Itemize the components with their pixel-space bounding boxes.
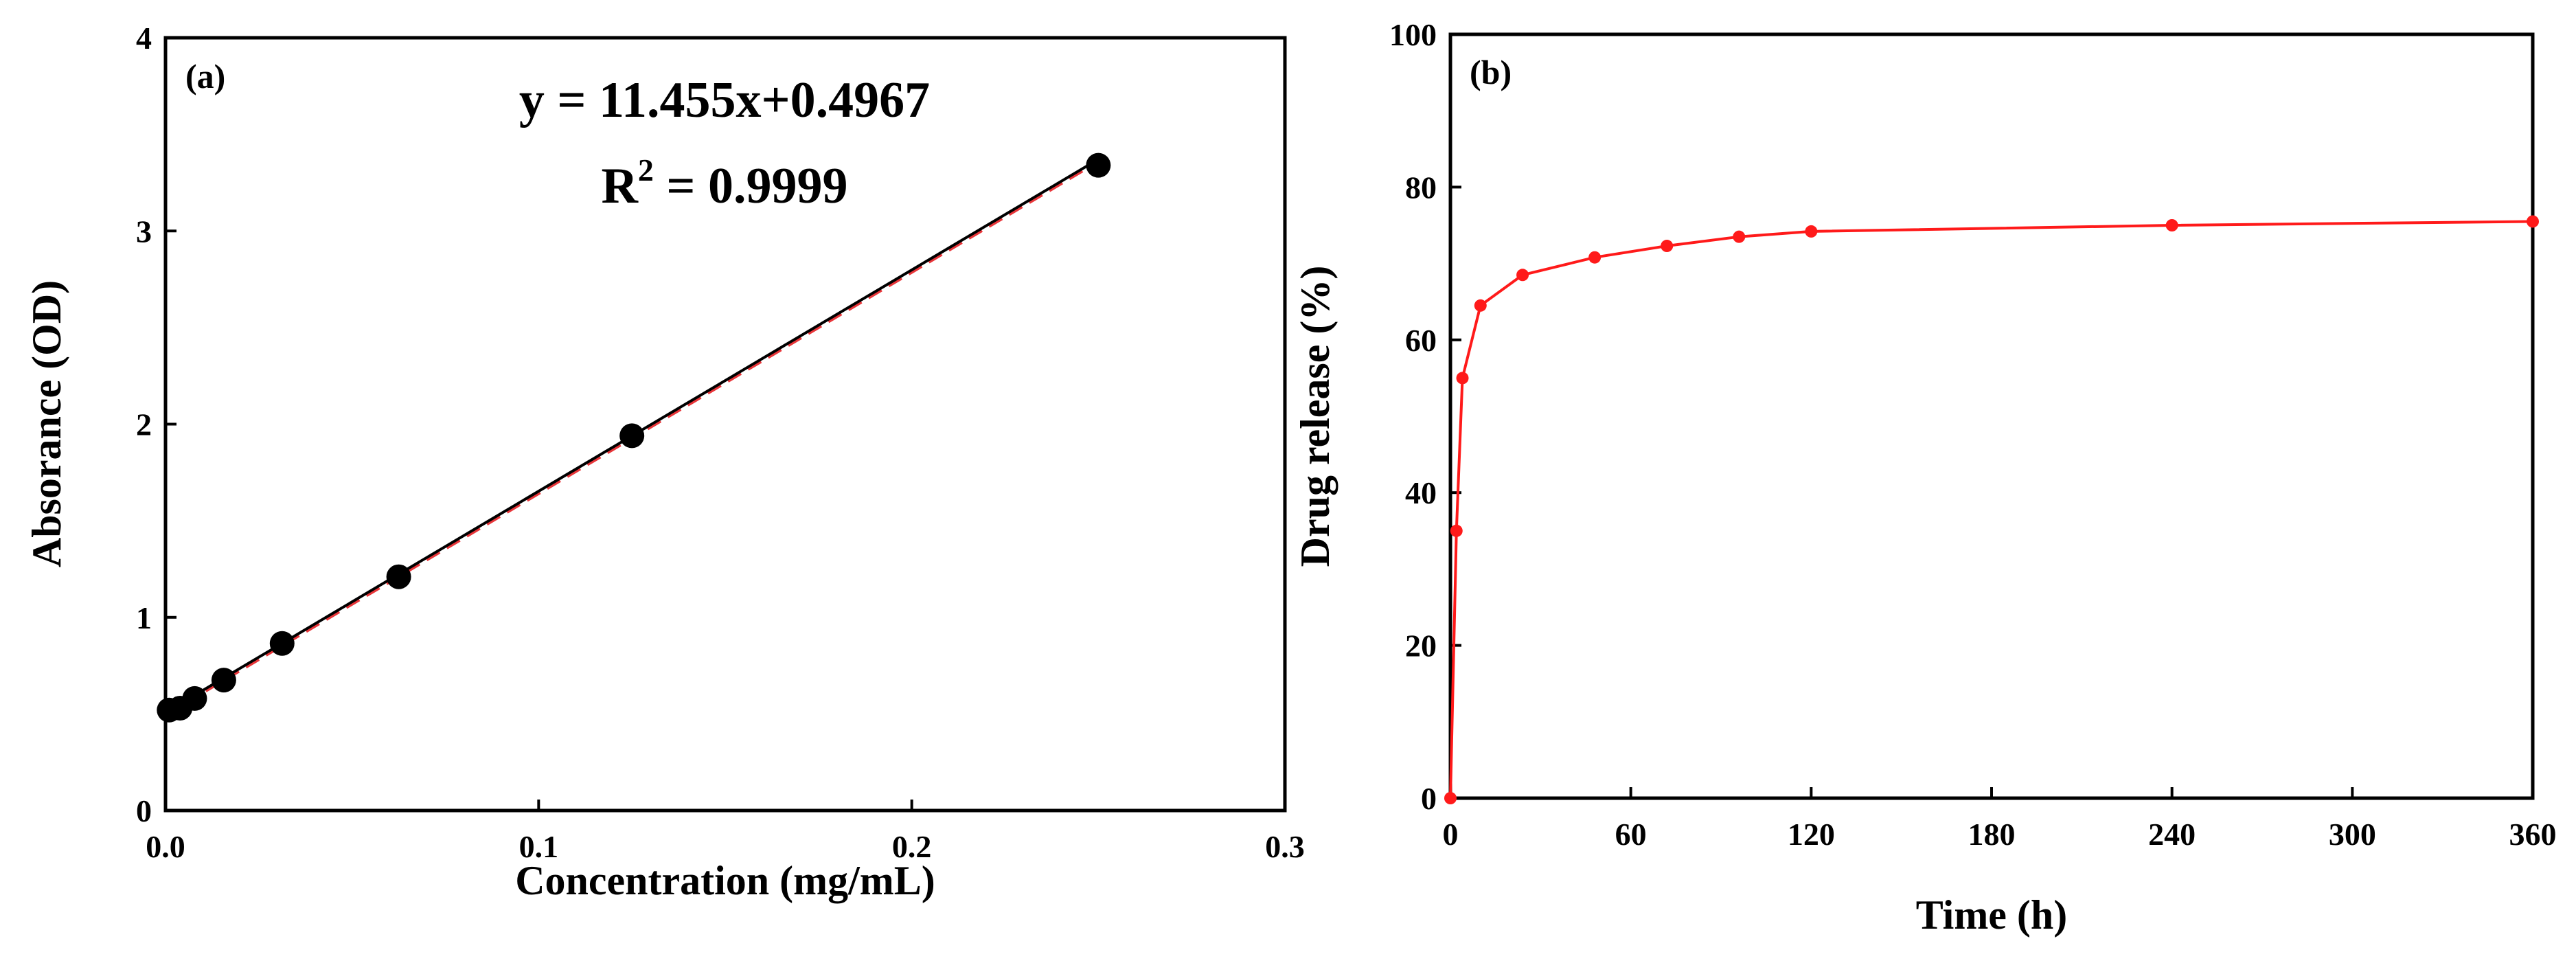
- y-tick-label: 4: [136, 21, 152, 56]
- x-tick-label: 300: [2329, 817, 2376, 852]
- data-point: [1456, 372, 1469, 385]
- panel-a-frame: [163, 36, 1287, 813]
- data-point: [1516, 269, 1529, 282]
- y-tick-label: 0: [136, 793, 152, 828]
- x-tick-label: 0.2: [892, 829, 932, 864]
- panel-a: 0.0 0.1 0.2 0.3 0 1 2 3 4 (a) y = 11.455x+0.4967…: [24, 21, 1305, 903]
- data-point: [1474, 299, 1487, 312]
- x-tick-label: 0.0: [146, 829, 185, 864]
- data-point: [1805, 225, 1818, 238]
- data-point: [2527, 215, 2539, 228]
- x-tick-label: 360: [2509, 817, 2557, 852]
- x-tick-label: 240: [2148, 817, 2196, 852]
- y-tick-label: 60: [1405, 323, 1437, 358]
- x-tick-label: 120: [1788, 817, 1835, 852]
- r2-prefix: R: [601, 158, 639, 214]
- x-tick-label: 60: [1615, 817, 1647, 852]
- data-point: [1588, 251, 1602, 264]
- fit-r-squared: R2 = 0.9999: [601, 152, 847, 214]
- r2-superscript: 2: [638, 152, 654, 188]
- y-tick-label: 1: [136, 600, 152, 635]
- x-tick-label: 0: [1443, 817, 1459, 852]
- y-tick-label: 0: [1421, 781, 1437, 816]
- fit-equation: y = 11.455x+0.4967: [519, 72, 930, 128]
- y-tick-label: 20: [1405, 628, 1437, 664]
- panel-b-x-axis-label: Time (h): [1916, 892, 2068, 938]
- y-tick-label: 40: [1405, 475, 1437, 510]
- r2-value: = 0.9999: [654, 158, 848, 214]
- data-point: [2165, 219, 2178, 231]
- data-point: [386, 564, 411, 589]
- panel-b-y-axis-label: Drug release (%): [1292, 266, 1338, 567]
- data-point: [1086, 152, 1111, 178]
- y-tick-label: 2: [136, 407, 152, 442]
- data-point: [1444, 792, 1457, 804]
- data-point: [619, 423, 645, 449]
- x-tick-label: 0.1: [519, 829, 559, 864]
- panel-a-label: (a): [185, 57, 225, 95]
- data-point: [211, 668, 236, 693]
- panel-a-y-axis-label: Absorance (OD): [24, 280, 69, 567]
- x-tick-label: 180: [1968, 817, 2016, 852]
- data-point: [269, 631, 295, 656]
- y-tick-label: 100: [1389, 17, 1437, 52]
- data-point: [1450, 524, 1463, 537]
- data-point: [1661, 240, 1674, 253]
- panel-a-x-axis-label: Concentration (mg/mL): [515, 858, 935, 903]
- x-tick-label: 0.3: [1265, 829, 1305, 864]
- y-tick-label: 3: [136, 214, 152, 249]
- panel-b-label: (b): [1470, 53, 1512, 91]
- data-point: [1733, 230, 1746, 243]
- panel-b-frame: [1448, 32, 2535, 800]
- y-tick-label: 80: [1405, 170, 1437, 205]
- panel-b: 0 60 120 180 240 300 360 0 20 40 60 80 100 (b) Time …: [1292, 17, 2557, 938]
- data-point: [182, 686, 207, 711]
